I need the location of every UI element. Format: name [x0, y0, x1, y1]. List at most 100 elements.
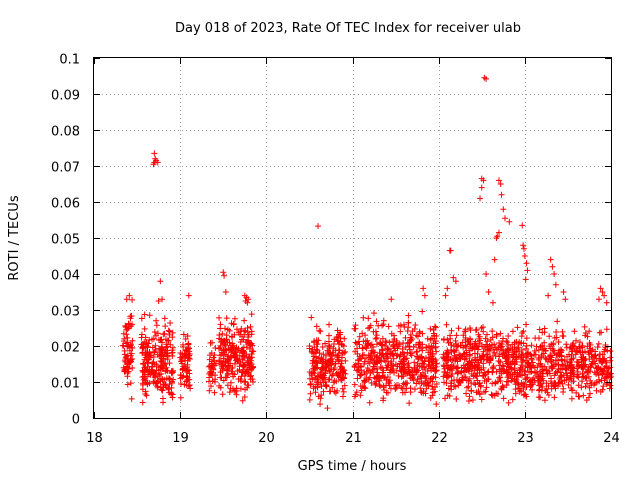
data-point: [358, 387, 365, 394]
data-point: [490, 346, 497, 353]
data-point: [560, 289, 567, 295]
data-point: [314, 341, 321, 348]
axes-layer: [93, 57, 612, 419]
data-point: [367, 322, 374, 329]
data-point: [457, 355, 464, 362]
data-point: [453, 365, 460, 372]
data-point: [326, 351, 333, 358]
data-point: [586, 340, 593, 347]
data-point: [580, 357, 587, 364]
data-point: [325, 332, 332, 339]
data-point: [351, 381, 358, 388]
data-point: [248, 361, 255, 368]
data-point: [328, 364, 335, 371]
data-point: [573, 337, 580, 344]
data-point: [361, 384, 368, 391]
data-point: [353, 389, 360, 396]
data-point: [141, 325, 148, 332]
data-point: [364, 364, 371, 371]
data-point: [528, 355, 535, 362]
data-point: [453, 396, 460, 403]
data-point: [418, 345, 425, 352]
data-point: [331, 388, 338, 395]
x-tick-label: 24: [603, 431, 620, 446]
data-point: [356, 341, 363, 348]
data-point: [316, 327, 323, 334]
data-point: [549, 263, 556, 270]
data-point: [452, 337, 459, 344]
data-point: [550, 347, 557, 354]
data-point: [151, 150, 158, 157]
data-point: [244, 324, 251, 331]
data-point: [558, 347, 565, 354]
data-point: [491, 349, 498, 356]
data-point: [541, 329, 548, 336]
x-axis-label: GPS time / hours: [298, 459, 407, 474]
data-point: [219, 391, 226, 398]
data-point: [241, 394, 248, 401]
data-point: [168, 390, 175, 397]
data-point: [440, 336, 447, 343]
data-point: [603, 326, 610, 333]
data-point: [489, 364, 496, 371]
data-point: [142, 391, 149, 398]
data-point: [245, 354, 252, 361]
data-point: [180, 341, 187, 348]
data-point: [394, 352, 401, 359]
data-point: [407, 334, 414, 341]
data-point: [580, 392, 587, 399]
data-point: [128, 358, 135, 365]
data-point: [465, 383, 472, 390]
data-point: [592, 352, 599, 359]
data-point: [603, 299, 610, 306]
data-point: [212, 376, 219, 383]
data-point: [411, 359, 418, 366]
data-point: [481, 369, 488, 376]
data-point: [162, 323, 169, 330]
data-point: [522, 376, 529, 383]
data-point: [579, 349, 586, 356]
data-point: [373, 341, 380, 348]
data-point: [472, 356, 479, 363]
data-point: [220, 347, 227, 354]
data-point: [248, 328, 255, 335]
data-point: [419, 357, 426, 364]
data-point: [566, 359, 573, 366]
data-point: [306, 396, 313, 403]
data-point: [463, 390, 470, 397]
data-point: [495, 229, 502, 236]
data-point: [462, 326, 469, 333]
data-point: [157, 336, 164, 343]
data-point: [476, 380, 483, 387]
data-point: [250, 378, 257, 385]
data-point: [363, 355, 370, 362]
data-point: [385, 323, 392, 330]
data-point: [373, 318, 380, 325]
data-point: [496, 353, 503, 360]
data-point: [559, 380, 566, 387]
data-point: [547, 352, 554, 359]
data-point: [473, 326, 480, 333]
data-point: [571, 328, 578, 335]
y-tick-label: 0.06: [51, 197, 80, 212]
data-point: [537, 394, 544, 401]
data-point: [565, 381, 572, 388]
data-point: [414, 367, 421, 374]
data-point: [538, 351, 545, 358]
data-point: [229, 370, 236, 377]
data-point: [580, 356, 587, 363]
data-point: [407, 389, 414, 396]
data-point: [331, 336, 338, 343]
data-point: [515, 381, 522, 388]
data-point: [315, 223, 322, 230]
data-point: [425, 361, 432, 368]
data-point: [523, 335, 530, 342]
data-point: [141, 311, 148, 318]
data-point: [341, 382, 348, 389]
data-point: [394, 345, 401, 352]
data-point: [480, 348, 487, 355]
data-point: [519, 222, 526, 229]
data-point: [157, 357, 164, 364]
data-point: [324, 362, 331, 369]
data-point: [249, 376, 256, 383]
